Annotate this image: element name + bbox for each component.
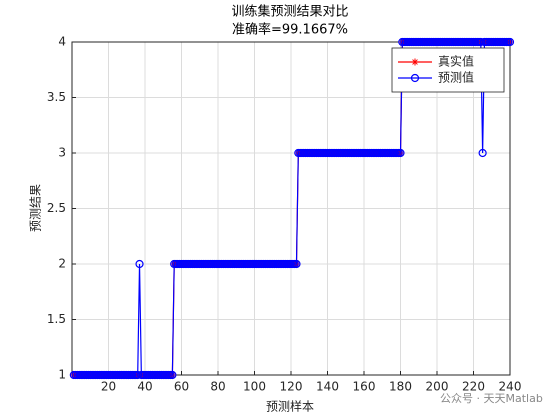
chart-subtitle: 准确率=99.1667% [232, 22, 348, 38]
plot-area: 1 1.5 2 2.5 3 3.5 4 20 40 60 80 100 120 140 160 180 200 2… [47, 35, 522, 394]
axes-box [71, 41, 511, 376]
legend-label: 真实值 [438, 54, 474, 69]
point [478, 148, 487, 158]
x-axis-label: 预测样本 [266, 399, 314, 414]
x-tick-label: 200 [426, 380, 449, 394]
x-tick-label: 240 [499, 380, 522, 394]
x-tick-label: 40 [137, 380, 152, 394]
x-tick-label: 140 [316, 380, 339, 394]
point [396, 148, 405, 158]
x-tick-label: 100 [243, 380, 266, 394]
y-axis-label: 预测结果 [29, 184, 43, 232]
x-tick-label: 120 [280, 380, 303, 394]
point [168, 370, 177, 380]
point [135, 259, 144, 269]
y-tick-label: 2 [58, 257, 66, 271]
watermark: 公众号 · 天天Matlab [440, 392, 543, 405]
x-tick-label: 60 [174, 380, 189, 394]
x-tick-label: 180 [389, 380, 412, 394]
legend-box [391, 47, 505, 93]
x-tick-label: 80 [210, 380, 225, 394]
x-tick-label: 160 [353, 380, 376, 394]
y-tick-label: 3.5 [47, 90, 66, 104]
chart-title: 训练集预测结果对比 [231, 4, 348, 20]
x-tick-label: 220 [462, 380, 485, 394]
y-tick-label: 3 [58, 146, 66, 160]
point [505, 37, 515, 47]
legend-marker [411, 58, 419, 66]
y-tick-label: 1 [58, 368, 66, 382]
point [292, 259, 301, 269]
y-tick-label: 4 [58, 35, 66, 49]
legend-label: 预测值 [438, 70, 474, 85]
x-tick-label: 20 [101, 380, 116, 394]
legend-marker [410, 73, 420, 83]
y-tick-label: 2.5 [47, 201, 66, 215]
y-tick-label: 1.5 [47, 312, 66, 326]
